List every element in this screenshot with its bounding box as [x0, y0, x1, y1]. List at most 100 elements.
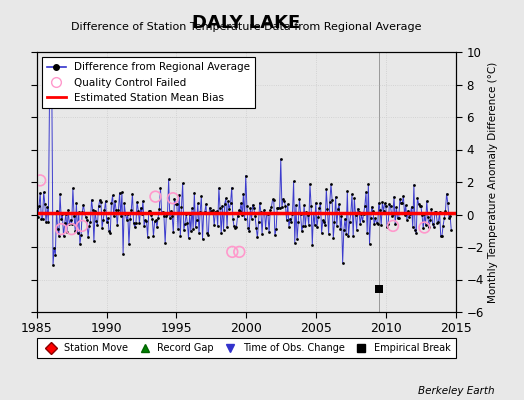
Point: [128, 190, 137, 197]
Point: [258, 230, 266, 237]
Point: [198, 236, 206, 242]
Point: [398, 200, 407, 207]
Point: [196, 209, 204, 215]
Point: [264, 211, 272, 218]
Point: [341, 216, 349, 222]
Point: [414, 200, 423, 207]
Point: [92, 218, 101, 224]
Point: [399, 193, 408, 200]
Point: [159, 208, 167, 215]
Point: [222, 195, 230, 202]
Point: [239, 191, 247, 197]
Point: [175, 192, 183, 198]
Point: [105, 228, 113, 235]
Point: [377, 222, 385, 229]
Point: [88, 197, 96, 203]
Point: [263, 210, 271, 216]
Point: [132, 220, 140, 226]
Point: [42, 219, 50, 225]
Point: [141, 217, 149, 223]
Point: [256, 200, 264, 206]
Point: [395, 215, 403, 222]
Point: [424, 214, 432, 221]
Point: [78, 209, 86, 216]
Point: [295, 196, 303, 202]
Point: [261, 225, 270, 232]
Point: [350, 195, 358, 202]
Point: [394, 215, 402, 222]
Point: [320, 219, 328, 226]
Point: [210, 222, 219, 228]
Point: [378, 199, 387, 205]
Point: [192, 217, 201, 223]
Point: [205, 204, 214, 211]
Point: [375, 200, 383, 206]
Point: [422, 198, 431, 204]
Point: [316, 200, 325, 206]
Point: [289, 178, 298, 185]
Point: [56, 191, 64, 197]
Point: [35, 203, 43, 209]
Point: [84, 234, 92, 240]
Point: [151, 194, 160, 200]
Point: [376, 207, 384, 213]
Point: [230, 223, 238, 230]
Point: [420, 211, 429, 218]
Point: [171, 201, 180, 208]
Point: [369, 208, 377, 214]
Point: [318, 230, 326, 236]
Point: [293, 236, 301, 242]
Point: [90, 238, 98, 244]
Point: [447, 227, 455, 233]
Point: [245, 228, 254, 234]
Point: [310, 222, 319, 228]
Point: [351, 212, 359, 218]
Point: [271, 232, 279, 239]
Point: [150, 218, 159, 225]
Point: [302, 209, 311, 215]
Point: [154, 214, 162, 221]
Point: [187, 228, 195, 234]
Point: [185, 211, 194, 218]
Point: [195, 230, 203, 236]
Point: [439, 223, 447, 229]
Point: [202, 201, 210, 207]
Y-axis label: Monthly Temperature Anomaly Difference (°C): Monthly Temperature Anomaly Difference (…: [488, 61, 498, 303]
Point: [217, 230, 225, 236]
Point: [266, 207, 275, 213]
Point: [340, 227, 348, 234]
Point: [57, 226, 66, 232]
Point: [401, 202, 410, 208]
Point: [38, 216, 47, 222]
Point: [426, 217, 434, 223]
Point: [285, 224, 293, 230]
Point: [67, 216, 75, 223]
Point: [280, 198, 288, 204]
Point: [32, 205, 41, 211]
Point: [91, 207, 99, 214]
Point: [228, 249, 236, 255]
Point: [62, 210, 70, 217]
Point: [165, 176, 173, 182]
Point: [83, 216, 91, 223]
Point: [421, 222, 430, 228]
Point: [420, 224, 429, 231]
Point: [253, 234, 261, 241]
Point: [75, 241, 84, 247]
Point: [136, 205, 145, 211]
Point: [446, 212, 454, 219]
Point: [57, 216, 66, 222]
Point: [323, 206, 332, 212]
Point: [368, 204, 376, 210]
Point: [412, 230, 420, 236]
Point: [329, 234, 337, 241]
Point: [359, 210, 368, 217]
Point: [304, 222, 313, 228]
Point: [342, 230, 351, 237]
Point: [129, 220, 138, 226]
Point: [388, 212, 396, 219]
Point: [148, 216, 157, 222]
Point: [356, 221, 364, 227]
Point: [425, 224, 433, 230]
Point: [115, 190, 124, 196]
